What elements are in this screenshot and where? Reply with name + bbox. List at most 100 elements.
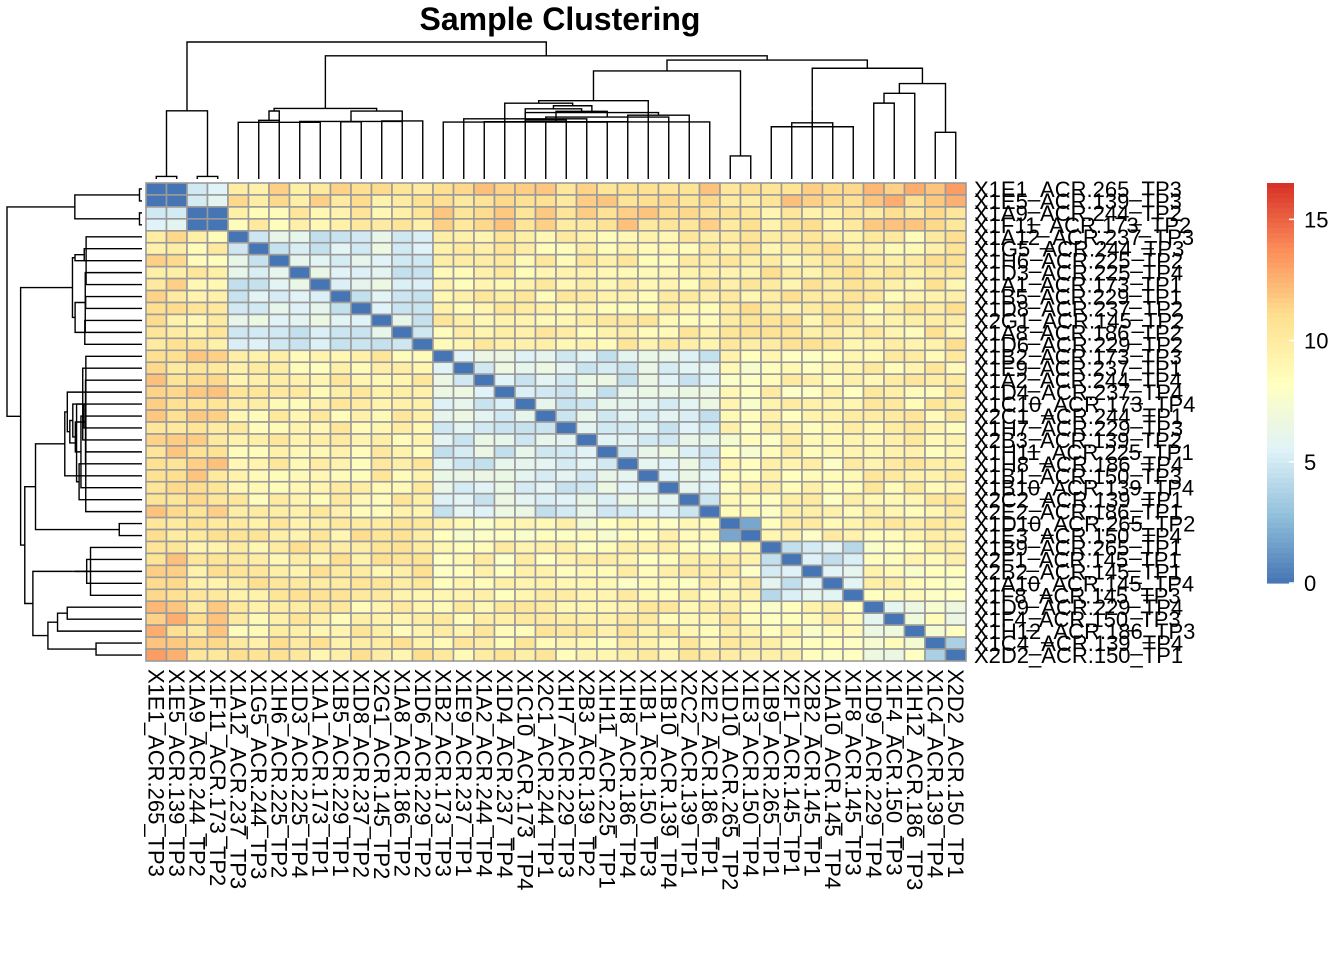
heatmap-cell [637, 421, 660, 435]
heatmap-cell [903, 504, 926, 519]
heatmap-cell [288, 445, 311, 459]
heatmap-cell [575, 433, 598, 447]
heatmap-cell [165, 313, 188, 328]
heatmap-cell [575, 468, 598, 483]
heatmap-cell [739, 206, 762, 220]
heatmap-cell [596, 588, 619, 603]
heatmap-cell [227, 361, 250, 375]
heatmap-cell [924, 385, 947, 399]
heatmap-cell [780, 182, 803, 196]
heatmap-cell [698, 277, 721, 292]
heatmap-cell [493, 337, 516, 352]
row-label: X2D2_ACR.150_TP1 [974, 643, 1183, 668]
heatmap-cell [206, 265, 229, 280]
heatmap-cell [698, 361, 721, 375]
heatmap-cell [637, 457, 660, 471]
heatmap-cell [247, 468, 270, 483]
heatmap-cell [739, 301, 762, 316]
heatmap-cell [452, 230, 475, 244]
heatmap-cell [903, 636, 926, 650]
heatmap-cell [698, 265, 721, 280]
heatmap-cell [391, 421, 414, 435]
heatmap-cell [288, 612, 311, 626]
heatmap-cell [657, 468, 680, 483]
legend-gradient-step [1267, 198, 1294, 204]
heatmap-cell [391, 182, 414, 196]
heatmap-cell [596, 468, 619, 483]
row-label: X1A12_ACR.237_TP3 [974, 225, 1194, 250]
heatmap-cell [944, 325, 967, 340]
heatmap-cell [206, 492, 229, 507]
heatmap-cell [678, 468, 701, 483]
legend-gradient-step [1267, 288, 1294, 294]
heatmap-cell [596, 600, 619, 614]
heatmap-cell [247, 445, 270, 459]
dendrogram-branch [592, 70, 742, 156]
row-label: X2B3_ACR.139_TP2 [974, 428, 1182, 453]
heatmap-cell [698, 409, 721, 423]
heatmap-cell [247, 504, 270, 519]
heatmap-cell [698, 373, 721, 387]
heatmap-cell [596, 337, 619, 352]
heatmap-cell [534, 468, 557, 483]
heatmap-cell [780, 624, 803, 638]
heatmap-cell [370, 492, 393, 507]
heatmap-cell [678, 516, 701, 531]
heatmap-cell [534, 337, 557, 352]
heatmap-cell [678, 552, 701, 567]
heatmap-cell [698, 516, 721, 531]
heatmap-cell [514, 540, 537, 555]
heatmap-cell [903, 648, 926, 662]
heatmap-cell [268, 337, 291, 352]
dendrogram-branch [138, 188, 142, 202]
heatmap-cell [473, 206, 496, 220]
heatmap-cell [616, 277, 639, 292]
heatmap-cell [288, 241, 311, 256]
column-label: X2B2_ACR.145_TP1 [799, 669, 824, 877]
heatmap-cell [678, 588, 701, 603]
heatmap-cell [452, 385, 475, 399]
heatmap-cell [698, 492, 721, 507]
heatmap-cell [227, 445, 250, 459]
heatmap-cell [883, 182, 906, 196]
heatmap-cell [288, 457, 311, 471]
legend-gradient-step [1267, 503, 1294, 509]
heatmap-cell [370, 552, 393, 567]
heatmap-cell [309, 349, 332, 364]
legend-gradient-step [1267, 413, 1294, 419]
heatmap-cell [555, 636, 578, 650]
heatmap-cell [206, 349, 229, 364]
heatmap-cell [432, 313, 455, 328]
heatmap-cell [637, 588, 660, 603]
heatmap-cell [616, 516, 639, 531]
heatmap-cell [739, 421, 762, 435]
heatmap-cell [329, 253, 352, 268]
heatmap-cell [883, 253, 906, 268]
heatmap-cell [288, 636, 311, 650]
heatmap-cell [924, 540, 947, 555]
heatmap-cell [637, 385, 660, 399]
row-label: X1A1_ACR.173_TP1 [974, 273, 1182, 298]
legend-tick-label: 0 [1304, 571, 1316, 596]
heatmap-cell [247, 265, 270, 280]
heatmap-cell [760, 265, 783, 280]
heatmap-cell [329, 636, 352, 650]
heatmap-cell [473, 373, 496, 387]
heatmap-cell [432, 612, 455, 626]
heatmap-cell [247, 540, 270, 555]
heatmap-cell [678, 265, 701, 280]
heatmap-cell [432, 277, 455, 292]
heatmap-cell [452, 564, 475, 579]
heatmap-cell [944, 457, 967, 471]
heatmap-cell [842, 421, 865, 435]
heatmap-cell [452, 588, 475, 603]
heatmap-cell [268, 468, 291, 483]
dendrogram-branch [74, 194, 140, 220]
heatmap-cell [637, 492, 660, 507]
heatmap-cell [186, 540, 209, 555]
heatmap-cell [924, 504, 947, 519]
heatmap-cell [145, 289, 168, 304]
heatmap-cell [288, 277, 311, 292]
heatmap-cell [616, 289, 639, 304]
heatmap-cell [903, 468, 926, 483]
